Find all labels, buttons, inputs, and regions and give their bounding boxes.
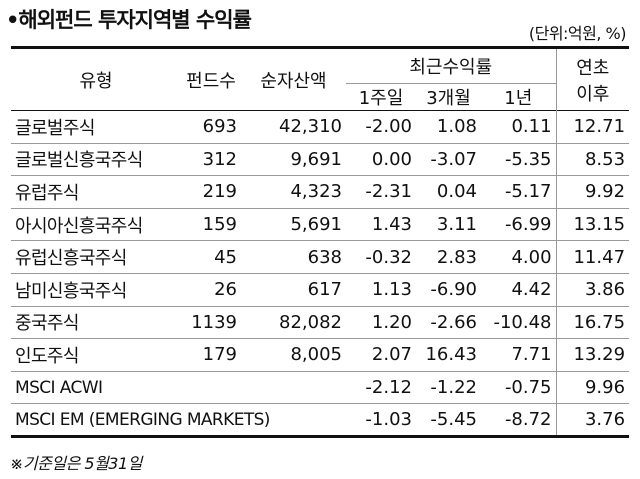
cell-y1: 7.71 (481, 338, 557, 372)
cell-assets: 5,691 (241, 207, 346, 241)
cell-w1: 1.20 (346, 305, 416, 339)
table-row: 아시아신흥국주식 159 5,691 1.43 3.11 -6.99 13.15 (11, 207, 630, 241)
cell-funds: 45 (181, 240, 241, 274)
cell-name: 유럽주식 (11, 175, 181, 209)
footnote: ※기준일은 5월31일 (10, 454, 142, 473)
cell-m3: 0.04 (416, 175, 481, 209)
cell-w1: 1.13 (346, 272, 416, 307)
benchmark-row: MSCI EM (EMERGING MARKETS) -1.03 -5.45 -8.7… (11, 403, 630, 438)
cell-ytd: 9.92 (555, 175, 630, 209)
table-row: 중국주식 1139 82,082 1.20 -2.66 -10.48 16.75 (11, 305, 630, 339)
cell-w1: 2.07 (346, 338, 416, 372)
table-row: 인도주식 179 8,005 2.07 16.43 7.71 13.29 (11, 338, 630, 372)
cell-y1: -8.72 (481, 403, 557, 438)
cell-ytd: 11.47 (555, 240, 630, 274)
cell-name: MSCI ACWI (11, 370, 346, 404)
cell-funds: 693 (202, 116, 237, 138)
cell-w1: -2.00 (365, 116, 412, 138)
cell-assets: 4,323 (241, 175, 346, 209)
cell-m3: 3.11 (416, 207, 481, 241)
header-3m: 3개월 (426, 88, 471, 109)
cell-y1: 0.11 (511, 116, 552, 138)
table-header: 유형 펀드수 순자산액 최근수익률 연초 이후 1주일 3개월 1년 (11, 47, 630, 111)
table-row: 남미신흥국주식 26 617 1.13 -6.90 4.42 3.86 (11, 272, 630, 307)
cell-m3: -3.07 (416, 142, 481, 176)
cell-funds: 219 (181, 175, 241, 209)
table-row: 유럽주식 219 4,323 -2.31 0.04 -5.17 9.92 (11, 175, 630, 209)
cell-y1: -6.99 (481, 207, 557, 241)
header-ytd-line2: 이후 (576, 83, 610, 105)
cell-ytd: 13.15 (555, 207, 630, 241)
returns-table: 유형 펀드수 순자산액 최근수익률 연초 이후 1주일 3개월 1년 글로벌주식… (11, 46, 630, 438)
header-ytd: 연초 이후 (555, 47, 630, 111)
cell-name: 글로벌신흥국주식 (11, 142, 181, 176)
header-type: 유형 (79, 70, 113, 92)
cell-w1: 1.43 (346, 207, 416, 241)
cell-m3: 16.43 (416, 338, 481, 372)
cell-m3: 2.83 (416, 240, 481, 274)
table-row: 글로벌주식 693 42,310 -2.00 1.08 0.11 12.71 (11, 110, 630, 144)
cell-w1: -2.31 (346, 175, 416, 209)
cell-name: 남미신흥국주식 (11, 272, 181, 307)
cell-w1: 0.00 (346, 142, 416, 176)
cell-ytd: 13.29 (555, 338, 630, 372)
cell-y1: 4.42 (481, 272, 557, 307)
header-ytd-line1: 연초 (576, 57, 610, 79)
cell-y1: -5.35 (481, 142, 557, 176)
cell-funds: 159 (181, 207, 241, 241)
cell-ytd: 16.75 (555, 305, 630, 339)
cell-name: 유럽신흥국주식 (11, 240, 181, 274)
table-row: 유럽신흥국주식 45 638 -0.32 2.83 4.00 11.47 (11, 240, 630, 274)
cell-ytd: 3.76 (555, 403, 630, 438)
header-1w: 1주일 (358, 88, 404, 109)
table-body: 글로벌주식 693 42,310 -2.00 1.08 0.11 12.71 글로벌신흥국주식… (11, 110, 630, 438)
cell-m3: -2.66 (416, 305, 481, 339)
cell-name: 인도주식 (11, 338, 181, 372)
cell-funds: 179 (181, 338, 241, 372)
page-title: •해외펀드 투자지역별 수익률 (6, 8, 252, 32)
header-funds: 펀드수 (186, 70, 236, 92)
cell-assets: 42,310 (279, 116, 342, 138)
table-row: 글로벌신흥국주식 312 9,691 0.00 -3.07 -5.35 8.53 (11, 142, 630, 176)
cell-m3: -5.45 (416, 403, 481, 438)
cell-m3: 1.08 (436, 116, 477, 138)
cell-w1: -0.32 (346, 240, 416, 274)
cell-name: 글로벌주식 (15, 117, 95, 139)
header-1y: 1년 (504, 88, 533, 109)
cell-y1: -5.17 (481, 175, 557, 209)
header-recent-returns: 최근수익률 (346, 47, 557, 84)
cell-y1: -0.75 (481, 370, 557, 404)
cell-funds: 26 (181, 272, 241, 307)
cell-name: MSCI EM (EMERGING MARKETS) (11, 403, 346, 438)
cell-w1: -2.12 (346, 370, 416, 404)
cell-ytd: 8.53 (555, 142, 630, 176)
cell-funds: 312 (181, 142, 241, 176)
cell-assets: 9,691 (241, 142, 346, 176)
unit-label: (단위:억원, %) (528, 24, 627, 43)
benchmark-row: MSCI ACWI -2.12 -1.22 -0.75 9.96 (11, 370, 630, 404)
cell-funds: 1139 (181, 305, 241, 339)
cell-assets: 638 (241, 240, 346, 274)
cell-assets: 617 (241, 272, 346, 307)
cell-m3: -6.90 (416, 272, 481, 307)
header-assets: 순자산액 (260, 70, 327, 92)
cell-name: 아시아신흥국주식 (11, 207, 181, 241)
cell-w1: -1.03 (346, 403, 416, 438)
cell-ytd: 3.86 (555, 272, 630, 307)
cell-name: 중국주식 (11, 305, 181, 339)
cell-y1: -10.48 (481, 305, 557, 339)
cell-ytd: 12.71 (555, 110, 630, 144)
cell-assets: 8,005 (241, 338, 346, 372)
cell-m3: -1.22 (416, 370, 481, 404)
cell-y1: 4.00 (481, 240, 557, 274)
cell-ytd: 9.96 (555, 370, 630, 404)
cell-assets: 82,082 (241, 305, 346, 339)
